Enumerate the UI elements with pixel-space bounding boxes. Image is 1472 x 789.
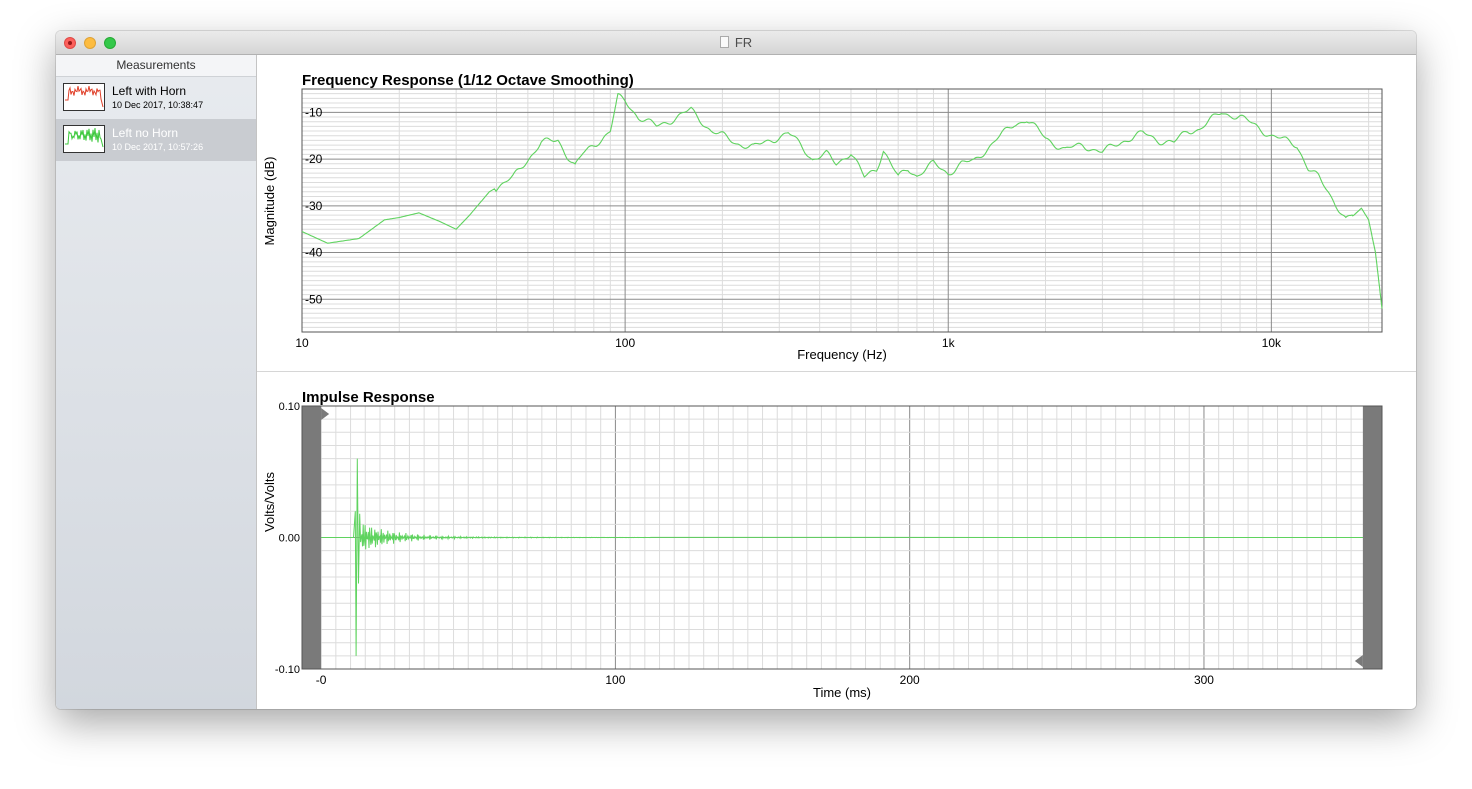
fr-y-tick-label: -30 bbox=[305, 199, 323, 213]
measurement-thumbnail bbox=[63, 83, 105, 111]
impulse-response-chart[interactable]: Impulse Response -0 100 200 300 0.10 0.00 -0.… bbox=[257, 372, 1416, 709]
fr-y-tick-label: -40 bbox=[305, 246, 323, 260]
ir-y-tick-label: 0.00 bbox=[279, 533, 300, 545]
measurement-date: 10 Dec 2017, 10:38:47 bbox=[112, 100, 204, 110]
fr-y-tick-label: -20 bbox=[305, 152, 323, 166]
window-title-area: FR bbox=[56, 35, 1416, 50]
app-window: FR Measurements Left with Horn 10 Dec 20… bbox=[56, 31, 1416, 709]
measurement-name: Left no Horn bbox=[112, 126, 179, 140]
ir-x-axis-label: Time (ms) bbox=[813, 685, 871, 700]
measurement-date: 10 Dec 2017, 10:57:26 bbox=[112, 142, 204, 152]
close-window-button[interactable] bbox=[64, 37, 76, 49]
window-title: FR bbox=[734, 35, 753, 50]
right-window-handle[interactable] bbox=[1354, 655, 1363, 667]
left-window-handle[interactable] bbox=[321, 408, 330, 420]
title-bar[interactable]: FR bbox=[56, 31, 1416, 55]
measurement-name: Left with Horn bbox=[112, 84, 187, 98]
fr-y-axis-label: Magnitude (dB) bbox=[262, 157, 277, 246]
graphs-area: Frequency Response (1/12 Octave Smoothin… bbox=[257, 55, 1416, 709]
fr-trace bbox=[301, 93, 1383, 309]
ir-chart-title: Impulse Response bbox=[302, 389, 435, 406]
ir-x-tick-label: 300 bbox=[1194, 673, 1214, 687]
measurements-sidebar: Measurements Left with Horn 10 Dec 2017,… bbox=[56, 55, 257, 709]
minimize-window-button[interactable] bbox=[84, 37, 96, 49]
ir-x-tick-label: 100 bbox=[605, 673, 625, 687]
ir-x-tick-label: 200 bbox=[900, 673, 920, 687]
measurement-item-left-no-horn[interactable]: Left no Horn 10 Dec 2017, 10:57:26 bbox=[56, 119, 256, 161]
fr-x-tick-label: 100 bbox=[615, 336, 635, 350]
frequency-response-chart[interactable]: Frequency Response (1/12 Octave Smoothin… bbox=[257, 55, 1416, 371]
document-icon bbox=[719, 36, 729, 48]
fr-x-tick-label: 1k bbox=[942, 336, 956, 350]
fr-x-tick-label: 10 bbox=[295, 336, 309, 350]
ir-x-tick-label: -0 bbox=[316, 673, 327, 687]
zoom-window-button[interactable] bbox=[104, 37, 116, 49]
fr-y-tick-label: -50 bbox=[305, 292, 323, 306]
fr-x-tick-label: 10k bbox=[1262, 336, 1282, 350]
window-right-region bbox=[1362, 406, 1382, 669]
sidebar-header: Measurements bbox=[56, 55, 256, 77]
measurement-thumbnail bbox=[63, 125, 105, 153]
ir-y-tick-label: -0.10 bbox=[275, 664, 300, 676]
ir-y-axis-label: Volts/Volts bbox=[262, 472, 277, 532]
fr-chart-title: Frequency Response (1/12 Octave Smoothin… bbox=[302, 72, 634, 89]
panel-divider[interactable] bbox=[257, 371, 1416, 372]
measurement-item-left-with-horn[interactable]: Left with Horn 10 Dec 2017, 10:38:47 bbox=[56, 77, 256, 119]
ir-y-tick-label: 0.10 bbox=[279, 401, 300, 413]
window-left-region bbox=[302, 406, 322, 669]
fr-y-tick-label: -10 bbox=[305, 105, 323, 119]
ir-trace bbox=[321, 458, 1363, 656]
fr-x-axis-label: Frequency (Hz) bbox=[797, 347, 887, 362]
